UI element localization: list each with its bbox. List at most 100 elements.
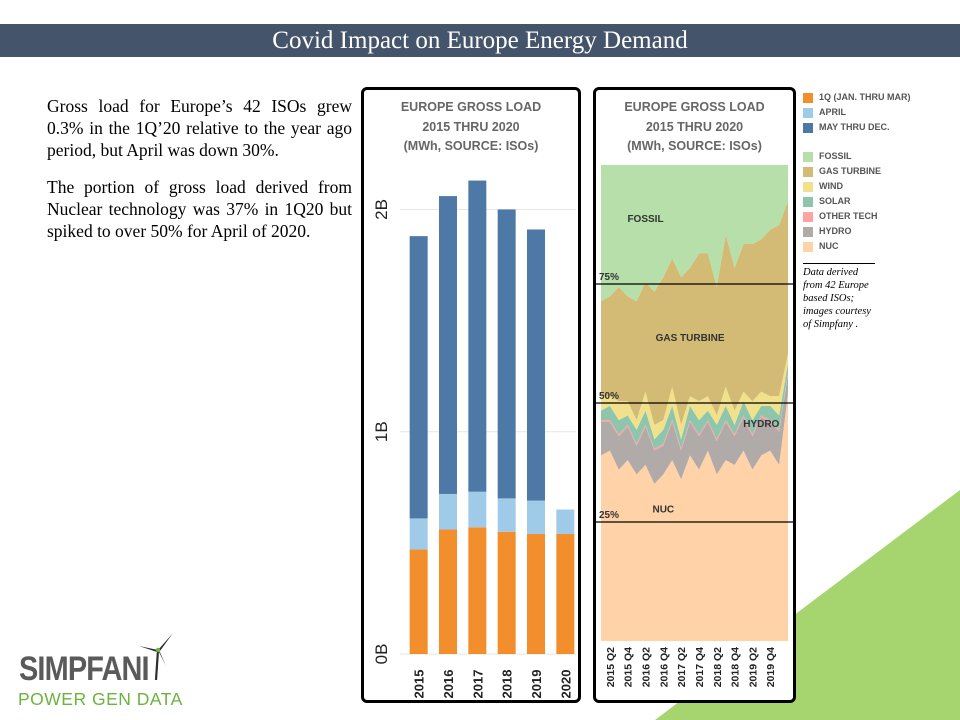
bar-chart-title: EUROPE GROSS LOAD 2015 THRU 2020 (MWh, S… bbox=[364, 98, 578, 157]
simpfani-logo: SIMPFANI POWER GEN DATA bbox=[15, 632, 185, 712]
legend-swatch bbox=[803, 212, 813, 222]
bar-segment bbox=[409, 549, 428, 654]
legend-label: SOLAR bbox=[819, 196, 851, 206]
area-series-fossil bbox=[601, 165, 788, 302]
legend-label: GAS TURBINE bbox=[819, 166, 882, 176]
bar-y-tick-label: 0B bbox=[372, 644, 391, 665]
area-x-tick-label: 2017 Q2 bbox=[676, 647, 688, 687]
area-series-other-tech bbox=[601, 372, 788, 451]
legend-label: MAY THRU DEC. bbox=[819, 122, 890, 132]
bar-title-line-2: 2015 THRU 2020 bbox=[422, 119, 520, 134]
bar-x-tick-label: 2017 bbox=[470, 670, 485, 699]
area-series-nuc bbox=[601, 393, 788, 641]
legend-swatch bbox=[803, 182, 813, 192]
area-region-label: NUC bbox=[652, 504, 674, 515]
area-series-gas-turbine bbox=[601, 201, 788, 425]
bar-segment bbox=[439, 493, 457, 530]
bar-segment bbox=[527, 229, 545, 501]
legend-item: FOSSIL bbox=[803, 150, 923, 164]
bar-segment bbox=[497, 209, 516, 499]
bar-title-line-3: (MWh, SOURCE: ISOs) bbox=[403, 139, 539, 153]
legend-label: WIND bbox=[819, 181, 843, 191]
legend-swatch bbox=[803, 167, 813, 177]
legend-label: HYDRO bbox=[819, 226, 852, 236]
bar-x-tick-label: 2015 bbox=[412, 670, 427, 699]
legend-swatch bbox=[803, 108, 813, 118]
bar-x-tick-label: 2020 bbox=[558, 670, 573, 699]
body-text: Gross load for Europe’s 42 ISOs grew 0.3… bbox=[47, 95, 352, 257]
legend-item: NUC bbox=[803, 240, 923, 254]
legend-item: 1Q (JAN. THRU MAR) bbox=[803, 91, 923, 105]
bar-y-tick-label: 1B bbox=[372, 421, 391, 442]
area-x-tick-label: 2017 Q4 bbox=[694, 647, 706, 687]
area-title-line-1: EUROPE GROSS LOAD bbox=[624, 100, 765, 114]
legend-item: MAY THRU DEC. bbox=[803, 121, 923, 135]
legend-swatch bbox=[803, 152, 813, 162]
page-title: Covid Impact on Europe Energy Demand bbox=[0, 24, 960, 57]
legend-swatch bbox=[803, 227, 813, 237]
legend-item: HYDRO bbox=[803, 225, 923, 239]
bar-segment bbox=[468, 491, 487, 528]
area-x-tick-label: 2018 Q2 bbox=[712, 647, 724, 687]
legend-label: 1Q (JAN. THRU MAR) bbox=[819, 92, 911, 102]
area-x-tick-label: 2018 Q4 bbox=[730, 647, 742, 687]
bar-chart-plot: 0B 1B 2B 2015 2016 2017 2018 2019 2020 bbox=[372, 180, 576, 699]
bar-x-tick-label: 2018 bbox=[500, 670, 515, 699]
area-series-solar bbox=[601, 363, 788, 449]
bar-segment bbox=[497, 531, 516, 654]
logo-wordmark: SIMPFANI bbox=[19, 650, 150, 688]
area-x-tick-label: 2019 Q4 bbox=[765, 647, 777, 687]
area-x-tick-label: 2016 Q2 bbox=[641, 647, 653, 687]
area-chart-title: EUROPE GROSS LOAD 2015 THRU 2020 (MWh, S… bbox=[596, 98, 793, 157]
legend-item: WIND bbox=[803, 180, 923, 194]
bar-y-tick-label: 2B bbox=[372, 199, 391, 220]
area-reference-label: 50% bbox=[599, 391, 619, 402]
legend-item: OTHER TECH bbox=[803, 210, 923, 224]
legend-swatch bbox=[803, 242, 813, 252]
bar-segment bbox=[468, 527, 487, 654]
source-note: Data derived from 42 Europe based ISOs; … bbox=[803, 263, 875, 331]
area-chart-plot: 25% 50% 75% FOSSIL GAS TURBINE HYDRO NUC 2015 Q… bbox=[596, 165, 793, 687]
paragraph-nuclear: The portion of gross load derived from N… bbox=[47, 177, 352, 241]
legend-item: APRIL bbox=[803, 106, 923, 120]
bar-segment bbox=[556, 509, 575, 534]
logo-tagline: POWER GEN DATA bbox=[18, 689, 183, 709]
area-x-tick-label: 2015 Q2 bbox=[605, 647, 617, 687]
legend-item: SOLAR bbox=[803, 195, 923, 209]
area-title-line-2: 2015 THRU 2020 bbox=[645, 119, 744, 134]
legend-swatch bbox=[803, 93, 813, 103]
bar-segment bbox=[468, 180, 487, 492]
bar-segment bbox=[409, 236, 428, 519]
area-series-wind bbox=[601, 353, 788, 440]
legend-label: OTHER TECH bbox=[819, 211, 878, 221]
area-x-tick-label: 2015 Q4 bbox=[623, 647, 635, 687]
area-x-tick-label: 2019 Q2 bbox=[747, 647, 759, 687]
gross-load-bar-chart: EUROPE GROSS LOAD 2015 THRU 2020 (MWh, S… bbox=[361, 87, 581, 703]
bar-segment bbox=[527, 500, 545, 534]
bar-segment bbox=[439, 196, 457, 494]
area-region-label: GAS TURBINE bbox=[656, 333, 725, 344]
legend-label: APRIL bbox=[819, 107, 846, 117]
area-region-label: FOSSIL bbox=[627, 214, 663, 225]
legend-label: FOSSIL bbox=[819, 151, 852, 161]
area-region-label: HYDRO bbox=[743, 419, 779, 430]
legend-item: GAS TURBINE bbox=[803, 165, 923, 179]
bar-segment bbox=[527, 533, 545, 654]
bar-x-tick-label: 2016 bbox=[441, 670, 456, 699]
bar-segment bbox=[497, 498, 516, 532]
area-x-tick-label: 2016 Q4 bbox=[658, 647, 670, 687]
area-title-line-3: (MWh, SOURCE: ISOs) bbox=[627, 139, 762, 153]
generation-mix-area-chart: EUROPE GROSS LOAD 2015 THRU 2020 (MWh, S… bbox=[593, 87, 796, 703]
legend-label: NUC bbox=[819, 241, 839, 251]
bar-segment bbox=[439, 529, 457, 654]
legend-swatch bbox=[803, 197, 813, 207]
bar-segment bbox=[556, 533, 575, 654]
bar-segment bbox=[409, 518, 428, 550]
paragraph-gross-load: Gross load for Europe’s 42 ISOs grew 0.3… bbox=[47, 96, 352, 160]
wind-turbine-icon bbox=[139, 633, 173, 680]
bar-x-tick-label: 2019 bbox=[529, 670, 544, 699]
area-reference-label: 25% bbox=[599, 510, 619, 521]
bar-title-line-1: EUROPE GROSS LOAD bbox=[400, 100, 542, 114]
area-reference-label: 75% bbox=[599, 272, 619, 283]
legend-swatch bbox=[803, 123, 813, 133]
